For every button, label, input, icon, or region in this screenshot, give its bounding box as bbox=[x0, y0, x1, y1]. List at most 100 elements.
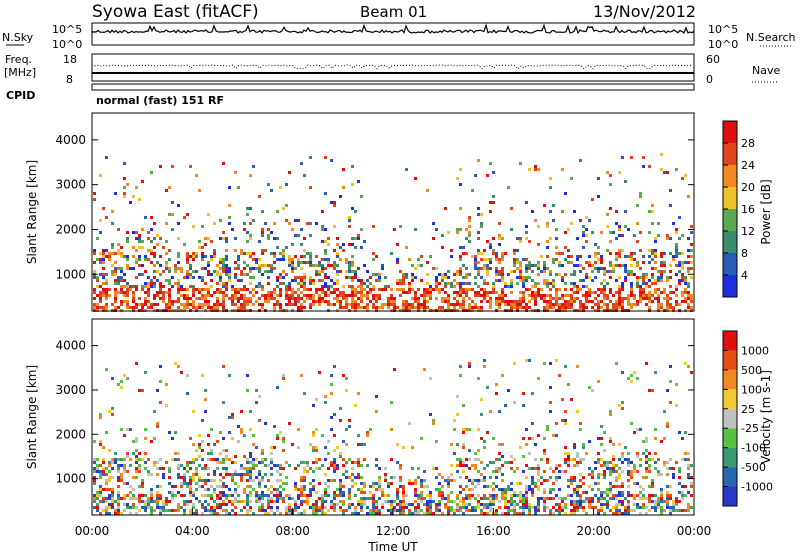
range-cell bbox=[684, 458, 687, 461]
range-cell bbox=[429, 491, 432, 494]
colorbar-segment bbox=[723, 231, 737, 253]
range-cell bbox=[627, 461, 630, 464]
range-cell bbox=[360, 291, 363, 294]
range-cell bbox=[201, 252, 204, 255]
range-cell bbox=[471, 288, 474, 291]
range-cell bbox=[144, 291, 147, 294]
range-cell bbox=[102, 276, 105, 279]
range-cell bbox=[264, 264, 267, 267]
range-cell bbox=[234, 506, 237, 509]
range-cell bbox=[666, 467, 669, 470]
range-cell bbox=[582, 279, 585, 282]
range-cell bbox=[630, 494, 633, 497]
range-cell bbox=[333, 503, 336, 506]
range-cell bbox=[645, 458, 648, 461]
range-cell bbox=[687, 467, 690, 470]
range-cell bbox=[192, 479, 195, 482]
range-cell bbox=[312, 509, 315, 512]
range-cell bbox=[462, 428, 465, 431]
range-cell bbox=[387, 297, 390, 300]
range-cell bbox=[666, 473, 669, 476]
range-cell bbox=[351, 485, 354, 488]
range-cell bbox=[333, 267, 336, 270]
range-cell bbox=[237, 306, 240, 309]
range-cell bbox=[639, 288, 642, 291]
range-cell bbox=[660, 291, 663, 294]
range-cell bbox=[240, 476, 243, 479]
range-cell bbox=[501, 300, 504, 303]
range-cell bbox=[528, 509, 531, 512]
range-cell bbox=[615, 264, 618, 267]
range-cell bbox=[345, 258, 348, 261]
freq-tick-top: 18 bbox=[63, 53, 77, 66]
range-cell bbox=[414, 276, 417, 279]
range-cell bbox=[597, 270, 600, 273]
range-cell bbox=[336, 273, 339, 276]
range-cell bbox=[684, 509, 687, 512]
range-cell bbox=[243, 261, 246, 264]
range-cell bbox=[489, 476, 492, 479]
range-cell bbox=[564, 470, 567, 473]
range-cell bbox=[324, 446, 327, 449]
range-cell bbox=[675, 264, 678, 267]
range-cell bbox=[519, 273, 522, 276]
range-cell bbox=[318, 264, 321, 267]
range-cell bbox=[360, 300, 363, 303]
range-cell bbox=[486, 258, 489, 261]
range-cell bbox=[489, 497, 492, 500]
range-cell bbox=[549, 401, 552, 404]
range-cell bbox=[441, 273, 444, 276]
colorbar-segment bbox=[723, 389, 737, 409]
range-cell bbox=[456, 270, 459, 273]
range-cell bbox=[663, 171, 666, 174]
range-cell bbox=[501, 473, 504, 476]
range-cell bbox=[495, 255, 498, 258]
range-cell bbox=[192, 291, 195, 294]
range-cell bbox=[648, 509, 651, 512]
range-cell bbox=[480, 300, 483, 303]
range-cell bbox=[162, 467, 165, 470]
range-cell bbox=[582, 306, 585, 309]
range-cell bbox=[348, 503, 351, 506]
range-cell bbox=[429, 297, 432, 300]
range-cell bbox=[648, 452, 651, 455]
range-cell bbox=[612, 306, 615, 309]
range-cell bbox=[525, 491, 528, 494]
range-cell bbox=[351, 237, 354, 240]
range-cell bbox=[666, 297, 669, 300]
range-cell bbox=[582, 476, 585, 479]
range-cell bbox=[678, 279, 681, 282]
range-cell bbox=[165, 303, 168, 306]
range-cell bbox=[495, 297, 498, 300]
range-cell bbox=[456, 464, 459, 467]
range-cell bbox=[135, 362, 138, 365]
range-cell bbox=[360, 297, 363, 300]
range-cell bbox=[654, 509, 657, 512]
range-cell bbox=[291, 294, 294, 297]
range-cell bbox=[492, 288, 495, 291]
range-cell bbox=[645, 440, 648, 443]
range-cell bbox=[114, 509, 117, 512]
range-cell bbox=[381, 506, 384, 509]
range-cell bbox=[555, 291, 558, 294]
range-cell bbox=[138, 458, 141, 461]
range-cell bbox=[207, 300, 210, 303]
range-cell bbox=[303, 494, 306, 497]
range-cell bbox=[162, 291, 165, 294]
range-cell bbox=[519, 494, 522, 497]
range-cell bbox=[525, 497, 528, 500]
range-cell bbox=[411, 303, 414, 306]
range-cell bbox=[420, 306, 423, 309]
range-cell bbox=[627, 479, 630, 482]
range-cell bbox=[159, 255, 162, 258]
range-cell bbox=[261, 449, 264, 452]
range-cell bbox=[630, 291, 633, 294]
range-cell bbox=[222, 270, 225, 273]
range-cell bbox=[276, 276, 279, 279]
range-cell bbox=[345, 461, 348, 464]
range-cell bbox=[657, 234, 660, 237]
range-cell bbox=[429, 497, 432, 500]
range-cell bbox=[480, 479, 483, 482]
range-cell bbox=[360, 282, 363, 285]
range-cell bbox=[219, 303, 222, 306]
